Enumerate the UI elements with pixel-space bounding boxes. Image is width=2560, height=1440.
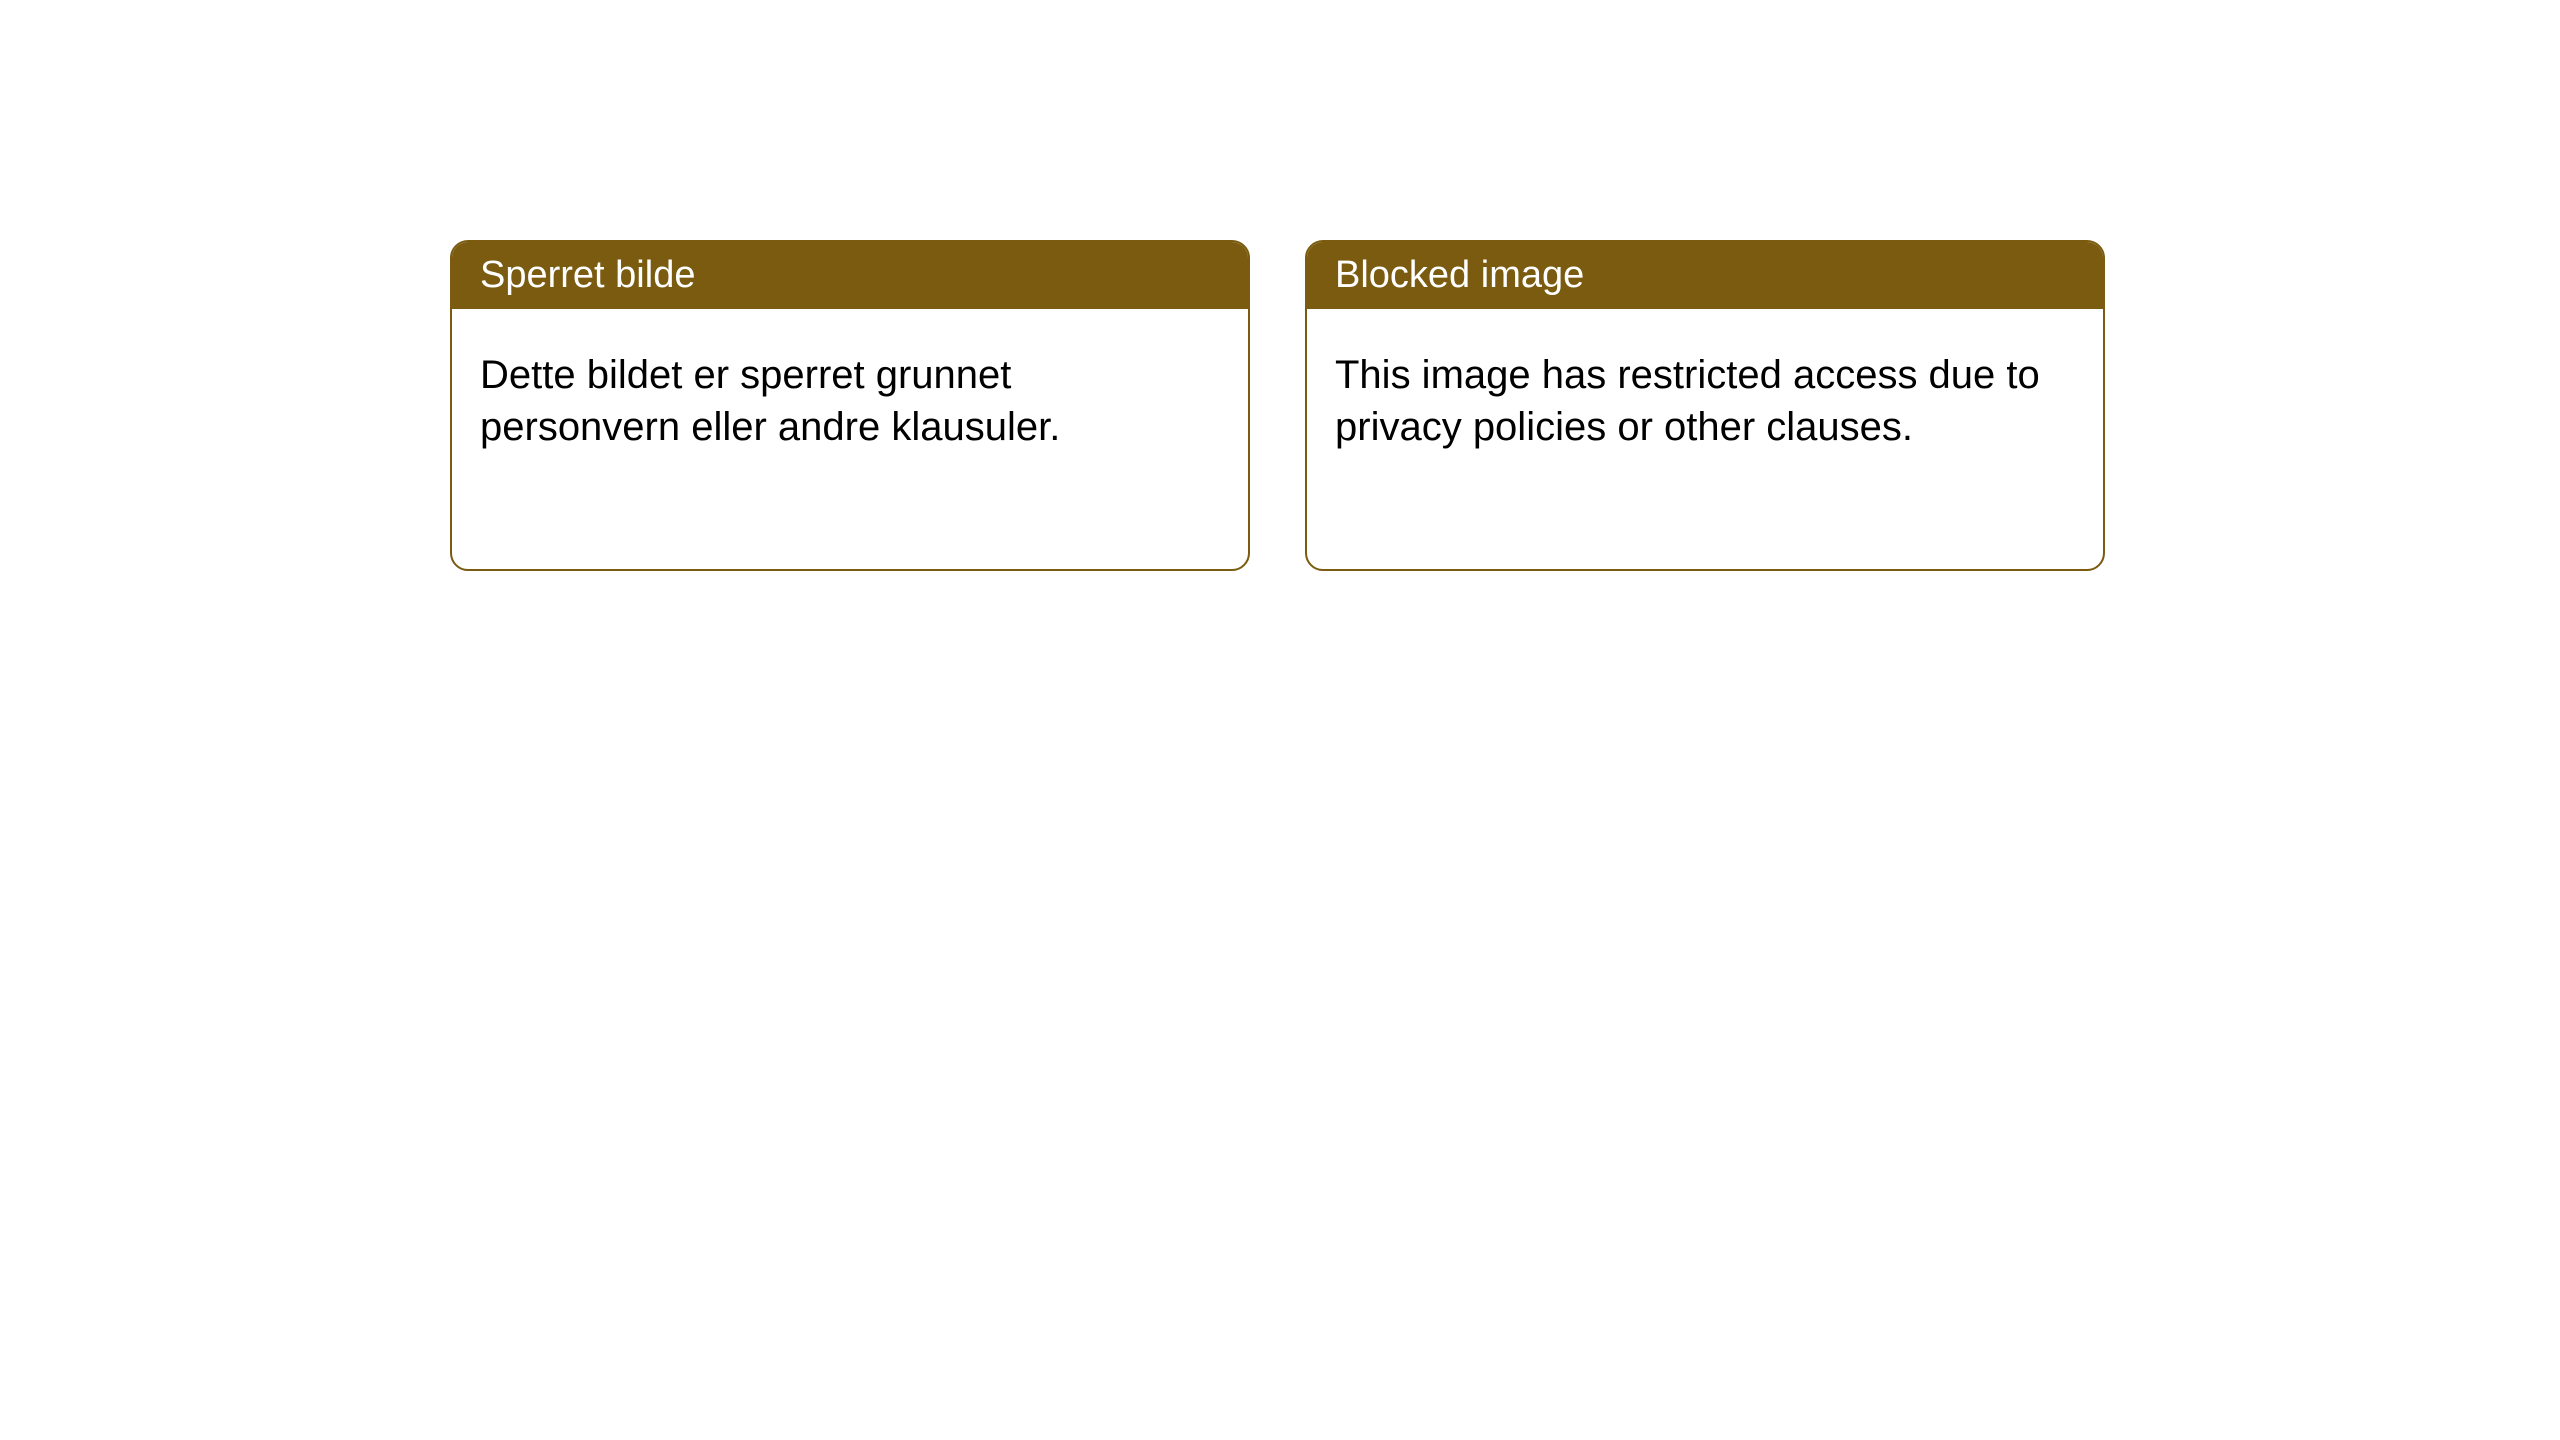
notice-header-en: Blocked image <box>1307 242 2103 309</box>
notice-container: Sperret bilde Dette bildet er sperret gr… <box>450 240 2105 571</box>
notice-body-no: Dette bildet er sperret grunnet personve… <box>452 309 1248 569</box>
notice-card-en: Blocked image This image has restricted … <box>1305 240 2105 571</box>
notice-card-no: Sperret bilde Dette bildet er sperret gr… <box>450 240 1250 571</box>
notice-body-en: This image has restricted access due to … <box>1307 309 2103 569</box>
notice-header-no: Sperret bilde <box>452 242 1248 309</box>
